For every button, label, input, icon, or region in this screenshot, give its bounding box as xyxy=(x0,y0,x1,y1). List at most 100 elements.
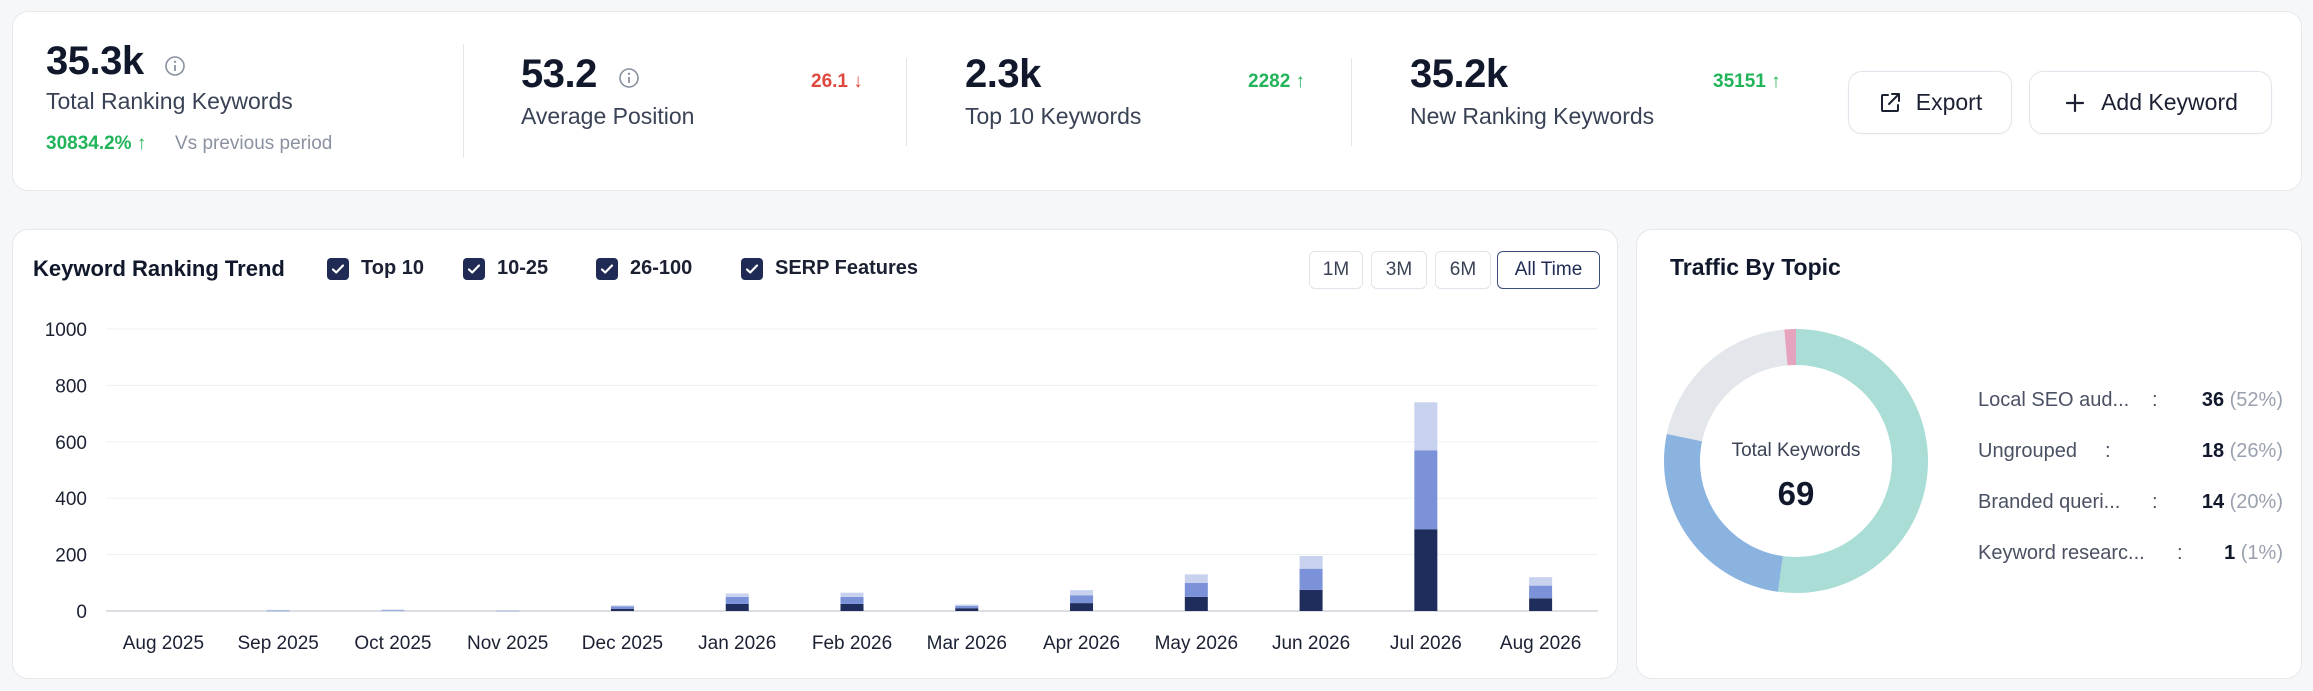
export-button[interactable]: Export xyxy=(1848,71,2012,134)
bar-segment[interactable] xyxy=(1529,598,1553,611)
bar-segment[interactable] xyxy=(1070,595,1094,604)
total-keywords-label: Total Ranking Keywords xyxy=(46,88,293,114)
add-keyword-label: Add Keyword xyxy=(2101,89,2238,115)
keyword-ranking-trend-card: Keyword Ranking Trend Top 10 10-25 26-10… xyxy=(12,229,1618,679)
filter-top10-checkbox[interactable]: Top 10 xyxy=(327,257,424,280)
bar-segment[interactable] xyxy=(1529,577,1553,586)
x-tick-label: Aug 2025 xyxy=(123,633,204,654)
info-icon[interactable] xyxy=(618,67,640,89)
bar-segment[interactable] xyxy=(955,605,979,609)
x-tick-label: Jan 2026 xyxy=(698,633,776,654)
bar-segment[interactable] xyxy=(1299,568,1323,590)
bar-segment[interactable] xyxy=(381,610,405,611)
new-keywords-delta: 35151 ↑ xyxy=(1713,71,1781,92)
bar-segment[interactable] xyxy=(1299,589,1323,611)
bar-segment[interactable] xyxy=(1184,596,1208,611)
x-tick-label: Aug 2026 xyxy=(1500,633,1581,654)
range-1m-button[interactable]: 1M xyxy=(1309,251,1363,289)
info-icon[interactable] xyxy=(164,55,186,77)
bar-segment[interactable] xyxy=(1070,603,1094,611)
x-tick-label: Jul 2026 xyxy=(1390,633,1462,654)
topic-row[interactable]: Keyword researc... : 1 (1%) xyxy=(1978,542,2283,572)
add-keyword-button[interactable]: Add Keyword xyxy=(2029,71,2272,134)
topic-row[interactable]: Ungrouped : 18 (26%) xyxy=(1978,440,2283,470)
bar-segment[interactable] xyxy=(1070,590,1094,596)
bar-segment[interactable] xyxy=(725,593,749,597)
range-all-time-button[interactable]: All Time xyxy=(1497,251,1600,289)
filter-label: SERP Features xyxy=(775,257,919,279)
bar-segment[interactable] xyxy=(955,604,979,606)
top10-delta: 2282 ↑ xyxy=(1248,71,1306,92)
range-3m-button[interactable]: 3M xyxy=(1371,251,1427,289)
topic-sep: : xyxy=(2152,491,2158,513)
bar-segment[interactable] xyxy=(381,609,405,611)
y-tick-label: 1000 xyxy=(45,320,87,341)
external-link-icon xyxy=(1880,92,1900,112)
bar-segment[interactable] xyxy=(1414,450,1438,530)
avg-position-label: Average Position xyxy=(521,103,695,129)
filter-serp-features-checkbox[interactable]: SERP Features xyxy=(741,257,918,280)
y-tick-label: 600 xyxy=(55,433,87,454)
divider xyxy=(463,44,464,158)
y-tick-label: 200 xyxy=(55,546,87,567)
traffic-by-topic-card: Traffic By Topic Total Keywords 69 Local… xyxy=(1636,229,2302,679)
topic-row[interactable]: Branded queri... : 14 (20%) xyxy=(1978,491,2283,521)
x-tick-label: May 2026 xyxy=(1155,633,1238,654)
bar-segment[interactable] xyxy=(266,610,290,612)
export-label: Export xyxy=(1915,89,1983,115)
stats-card: 35.3k Total Ranking Keywords 30834.2% ↑ … xyxy=(12,11,2302,191)
bar-segment[interactable] xyxy=(955,608,979,611)
x-tick-label: Oct 2025 xyxy=(354,633,431,654)
donut-segment[interactable] xyxy=(1664,329,1928,593)
topic-name: Ungrouped xyxy=(1978,440,2077,462)
bar-segment[interactable] xyxy=(840,603,864,611)
bar-segment[interactable] xyxy=(1184,574,1208,583)
bar-segment[interactable] xyxy=(725,603,749,611)
topic-row[interactable]: Local SEO aud... : 36 (52%) xyxy=(1978,389,2283,419)
filter-10-25-checkbox[interactable]: 10-25 xyxy=(463,257,548,280)
top10-label: Top 10 Keywords xyxy=(965,103,1142,129)
x-tick-label: Sep 2025 xyxy=(237,633,318,654)
topic-value: 1 (1%) xyxy=(2224,542,2283,564)
donut-center-label: Total Keywords xyxy=(1731,440,1861,461)
bar-segment[interactable] xyxy=(496,610,520,611)
bar-segment[interactable] xyxy=(610,608,634,611)
new-keywords-value: 35.2k xyxy=(1410,52,1508,96)
x-tick-label: Apr 2026 xyxy=(1043,633,1120,654)
traffic-title: Traffic By Topic xyxy=(1670,254,1841,280)
y-tick-label: 800 xyxy=(55,376,87,397)
total-keywords-delta: 30834.2% ↑ xyxy=(46,133,147,154)
divider xyxy=(1351,58,1352,146)
x-tick-label: Jun 2026 xyxy=(1272,633,1350,654)
bar-segment[interactable] xyxy=(1529,585,1553,599)
topic-name: Keyword researc... xyxy=(1978,542,2145,564)
bar-segment[interactable] xyxy=(610,605,634,607)
topic-value: 14 (20%) xyxy=(2201,491,2283,513)
bar-segment[interactable] xyxy=(1299,556,1323,569)
bar-segment[interactable] xyxy=(1414,402,1438,451)
topic-sep: : xyxy=(2105,440,2111,462)
topic-name: Branded queri... xyxy=(1978,491,2121,513)
new-keywords-label: New Ranking Keywords xyxy=(1410,103,1655,129)
bar-segment[interactable] xyxy=(1414,529,1438,611)
y-tick-label: 0 xyxy=(76,602,87,623)
checkbox-checked-icon xyxy=(596,257,618,280)
x-tick-label: Mar 2026 xyxy=(927,633,1007,654)
range-6m-button[interactable]: 6M xyxy=(1435,251,1491,289)
top10-value: 2.3k xyxy=(965,52,1041,96)
x-tick-label: Nov 2025 xyxy=(467,633,548,654)
topic-value: 18 (26%) xyxy=(2201,440,2283,462)
donut-segment[interactable] xyxy=(1664,329,1928,593)
filter-26-100-checkbox[interactable]: 26-100 xyxy=(596,257,692,280)
bar-segment[interactable] xyxy=(1184,582,1208,597)
bar-segment[interactable] xyxy=(840,596,864,604)
topic-sep: : xyxy=(2177,542,2183,564)
bar-segment[interactable] xyxy=(266,609,290,611)
bar-segment[interactable] xyxy=(610,606,634,609)
bar-segment[interactable] xyxy=(725,596,749,604)
bar-segment[interactable] xyxy=(840,592,864,597)
topic-value: 36 (52%) xyxy=(2201,389,2283,411)
x-tick-label: Feb 2026 xyxy=(812,633,892,654)
y-tick-label: 400 xyxy=(55,489,87,510)
topic-donut-chart xyxy=(1664,329,1928,593)
